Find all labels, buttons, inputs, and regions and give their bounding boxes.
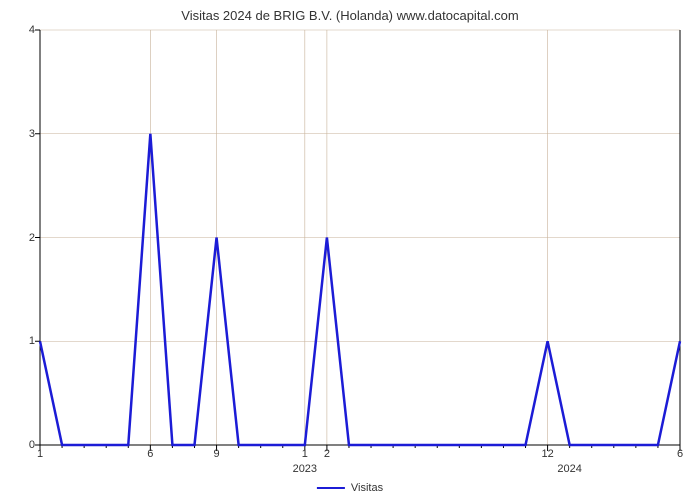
x-tick-label: 1	[302, 448, 308, 460]
y-tick-label: 2	[29, 232, 35, 244]
x-year-label: 2023	[293, 463, 317, 475]
x-tick-label: 12	[541, 448, 553, 460]
y-tick-label: 4	[29, 24, 35, 36]
x-tick-label: 6	[147, 448, 153, 460]
x-year-label: 2024	[557, 463, 581, 475]
legend-line-icon	[317, 487, 345, 489]
chart-container: Visitas 2024 de BRIG B.V. (Holanda) www.…	[0, 0, 700, 500]
chart-title: Visitas 2024 de BRIG B.V. (Holanda) www.…	[0, 0, 700, 23]
y-tick-label: 1	[29, 335, 35, 347]
y-tick-label: 0	[29, 439, 35, 451]
x-tick-label: 2	[324, 448, 330, 460]
x-tick-label: 6	[677, 448, 683, 460]
x-tick-label: 9	[213, 448, 219, 460]
plot-area	[40, 30, 680, 445]
chart-svg	[40, 30, 680, 445]
legend: Visitas	[317, 482, 383, 494]
y-tick-label: 3	[29, 128, 35, 140]
x-tick-label: 1	[37, 448, 43, 460]
legend-label: Visitas	[351, 482, 383, 494]
